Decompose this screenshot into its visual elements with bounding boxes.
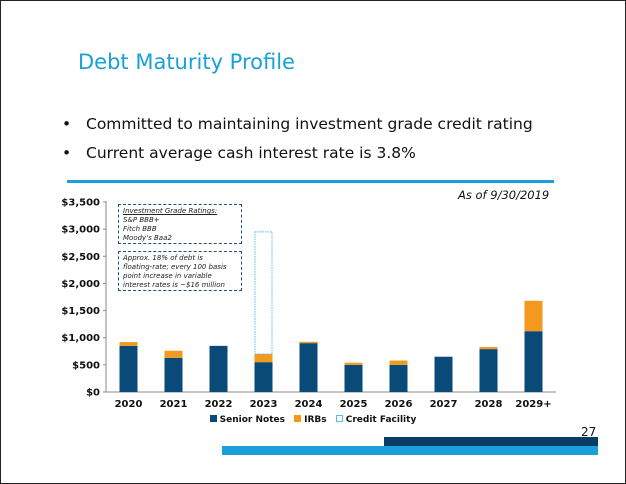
bullet-marker: • — [62, 115, 72, 133]
bullet-list: • Committed to maintaining investment gr… — [62, 113, 533, 171]
y-tick-label: $1,500 — [61, 306, 100, 317]
x-tick-label: 2028 — [475, 399, 503, 410]
rating-sp: S&P BBB+ — [123, 216, 160, 224]
bullet-marker: • — [62, 144, 72, 162]
title-rule — [67, 180, 554, 183]
x-tick-label: 2022 — [205, 399, 233, 410]
legend-label: Senior Notes — [219, 415, 285, 425]
bar-senior-notes — [254, 362, 273, 392]
chart-legend: Senior Notes IRBs Credit Facility — [0, 415, 626, 425]
y-tick-label: $2,500 — [61, 252, 100, 263]
bar-senior-notes — [434, 356, 453, 392]
bar-irbs — [524, 300, 543, 332]
bar-credit-facility — [254, 231, 273, 355]
legend-item-credit-facility: Credit Facility — [335, 415, 417, 425]
bar-irbs — [389, 360, 408, 365]
x-tick-label: 2026 — [385, 399, 413, 410]
rate-note-line: interest rates is ~$16 million — [123, 281, 225, 289]
bar-senior-notes — [209, 345, 228, 392]
as-of-date: As of 9/30/2019 — [458, 188, 550, 202]
bar-senior-notes — [164, 357, 183, 392]
legend-swatch-irbs — [294, 415, 302, 422]
legend-item-senior-notes: Senior Notes — [209, 415, 285, 425]
bar-senior-notes — [119, 345, 138, 392]
bullet-item: • Current average cash interest rate is … — [62, 142, 533, 171]
y-tick-label: $3,500 — [61, 198, 100, 209]
y-tick-label: $1,000 — [61, 333, 100, 344]
rating-fitch: Fitch BBB — [123, 225, 157, 233]
bar-irbs — [299, 341, 318, 344]
bar-senior-notes — [344, 364, 363, 392]
bar-senior-notes — [479, 349, 498, 392]
bar-irbs — [119, 342, 138, 346]
footer-band-dark — [384, 437, 598, 447]
bar-irbs — [254, 354, 273, 363]
y-tick-label: $500 — [72, 360, 100, 371]
footer-band-light — [222, 446, 598, 455]
slide-title: Debt Maturity Profile — [78, 50, 295, 74]
floating-rate-note: Approx. 18% of debt is floating-rate; ev… — [118, 251, 242, 291]
ratings-heading: Investment Grade Ratings: — [123, 207, 218, 215]
y-tick-label: $2,000 — [61, 279, 100, 290]
legend-swatch-credit-facility — [335, 415, 343, 422]
bar-irbs — [164, 350, 183, 358]
x-tick-label: 2024 — [295, 399, 323, 410]
x-tick-label: 2021 — [160, 399, 188, 410]
rating-moodys: Moody's Baa2 — [123, 234, 172, 242]
x-tick-label: 2025 — [340, 399, 368, 410]
bar-irbs — [344, 362, 363, 365]
bullet-item: • Committed to maintaining investment gr… — [62, 113, 533, 142]
bar-senior-notes — [524, 331, 543, 392]
rate-note-line: Approx. 18% of debt is — [123, 254, 203, 262]
rate-note-line: point increase in variable — [123, 272, 212, 280]
ratings-note: Investment Grade Ratings: S&P BBB+ Fitch… — [118, 204, 242, 244]
bar-senior-notes — [299, 343, 318, 392]
x-tick-label: 2023 — [250, 399, 278, 410]
y-tick-label: $0 — [86, 388, 100, 399]
legend-swatch-senior-notes — [209, 415, 217, 422]
bullet-text: Committed to maintaining investment grad… — [86, 115, 533, 133]
page-number: 27 — [581, 425, 597, 439]
bullet-text: Current average cash interest rate is 3.… — [86, 144, 416, 162]
y-tick-label: $3,000 — [61, 225, 100, 236]
legend-item-irbs: IRBs — [294, 415, 327, 425]
legend-label: Credit Facility — [345, 415, 417, 425]
bar-irbs — [479, 346, 498, 350]
rate-note-line: floating-rate; every 100 basis — [123, 263, 227, 271]
x-tick-label: 2027 — [430, 399, 458, 410]
legend-label: IRBs — [304, 415, 327, 425]
x-tick-label: 2029+ — [515, 399, 551, 410]
x-tick-label: 2020 — [115, 399, 143, 410]
bar-senior-notes — [389, 364, 408, 392]
